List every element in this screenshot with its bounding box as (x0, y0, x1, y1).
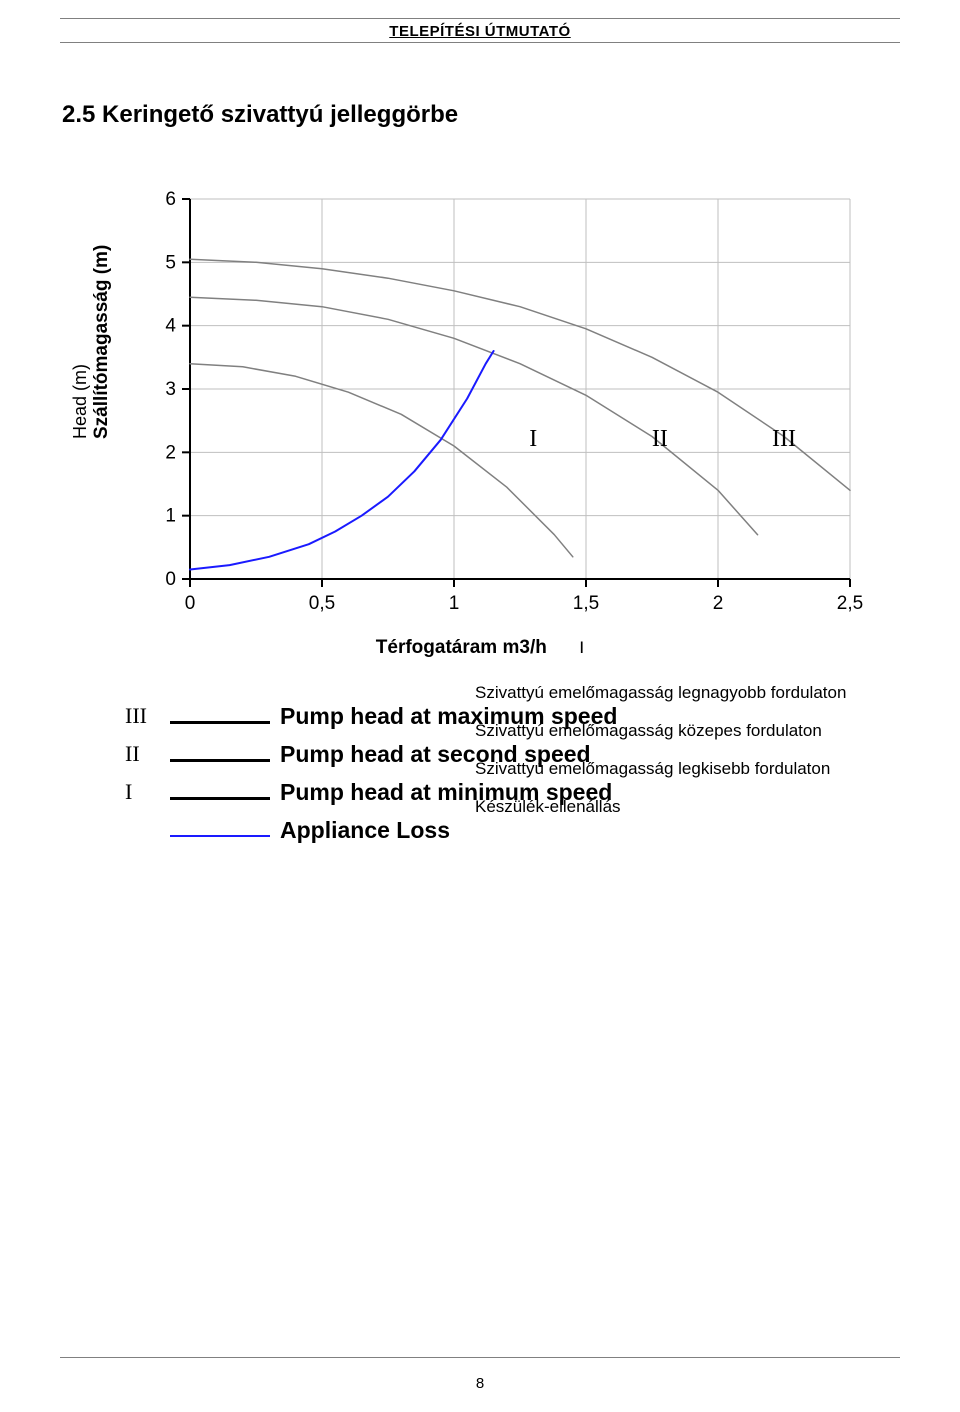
x-axis-label-main: Térfogatáram m3/h (376, 637, 547, 658)
legend-translation: Szivattyú emelőmagasság közepes fordulat… (475, 721, 822, 741)
svg-text:1: 1 (165, 506, 176, 527)
legend-text: Appliance Loss (280, 817, 450, 844)
y-axis-label-legacy: Head (m) (70, 364, 90, 439)
legend-roman: III (125, 703, 147, 729)
header-rule-top (60, 18, 900, 19)
legend-translation: Szivattyú emelőmagasság legnagyobb fordu… (475, 683, 846, 703)
legend-row: Appliance LossKészülék-ellenállás (125, 811, 945, 849)
svg-text:2: 2 (713, 593, 724, 614)
header-rule-bottom (60, 42, 900, 43)
svg-text:II: II (652, 426, 668, 452)
legend-line (170, 797, 270, 800)
svg-text:III: III (772, 426, 796, 452)
legend-line (170, 759, 270, 762)
svg-text:3: 3 (165, 379, 176, 400)
svg-text:6: 6 (165, 189, 176, 210)
y-axis-label-main: Szállítómagasság (m) (91, 245, 112, 439)
legend-line (170, 835, 270, 837)
legend-roman: II (125, 741, 140, 767)
pump-curve-chart: Head (m) Szállítómagasság (m) 0 1 2 3 4 5 6 0 0,… (0, 189, 960, 689)
legend-roman: I (125, 779, 132, 805)
svg-text:1,5: 1,5 (573, 593, 599, 614)
doc-header-title: TELEPÍTÉSI ÚTMUTATÓ (0, 23, 960, 40)
svg-text:1: 1 (449, 593, 460, 614)
svg-text:0: 0 (165, 569, 176, 590)
section-title: 2.5 Keringető szivattyú jelleggörbe (62, 101, 960, 129)
svg-text:0: 0 (185, 593, 196, 614)
x-axis-label: Térfogatáram m3/h ו (280, 637, 680, 659)
legend-translation: Szivattyú emelőmagasság legkisebb fordul… (475, 759, 830, 779)
page: TELEPÍTÉSI ÚTMUTATÓ 2.5 Keringető szivat… (0, 0, 960, 1412)
legend-translation: Készülék-ellenállás (475, 797, 621, 817)
x-axis-label-remnant: ו (579, 637, 584, 658)
svg-text:2: 2 (165, 442, 176, 463)
doc-header: TELEPÍTÉSI ÚTMUTATÓ (0, 0, 960, 43)
chart-svg: 012345600,511,522,5IIIIII (140, 189, 900, 649)
svg-text:4: 4 (165, 316, 176, 337)
svg-text:I: I (529, 426, 537, 452)
page-number: 8 (0, 1375, 960, 1392)
svg-text:5: 5 (165, 252, 176, 273)
y-axis-label: Head (m) Szállítómagasság (m) (70, 245, 113, 439)
svg-text:0,5: 0,5 (309, 593, 335, 614)
footer-rule (60, 1357, 900, 1358)
legend: IIIPump head at maximum speedSzivattyú e… (125, 697, 945, 849)
svg-text:2,5: 2,5 (837, 593, 863, 614)
legend-line (170, 721, 270, 724)
